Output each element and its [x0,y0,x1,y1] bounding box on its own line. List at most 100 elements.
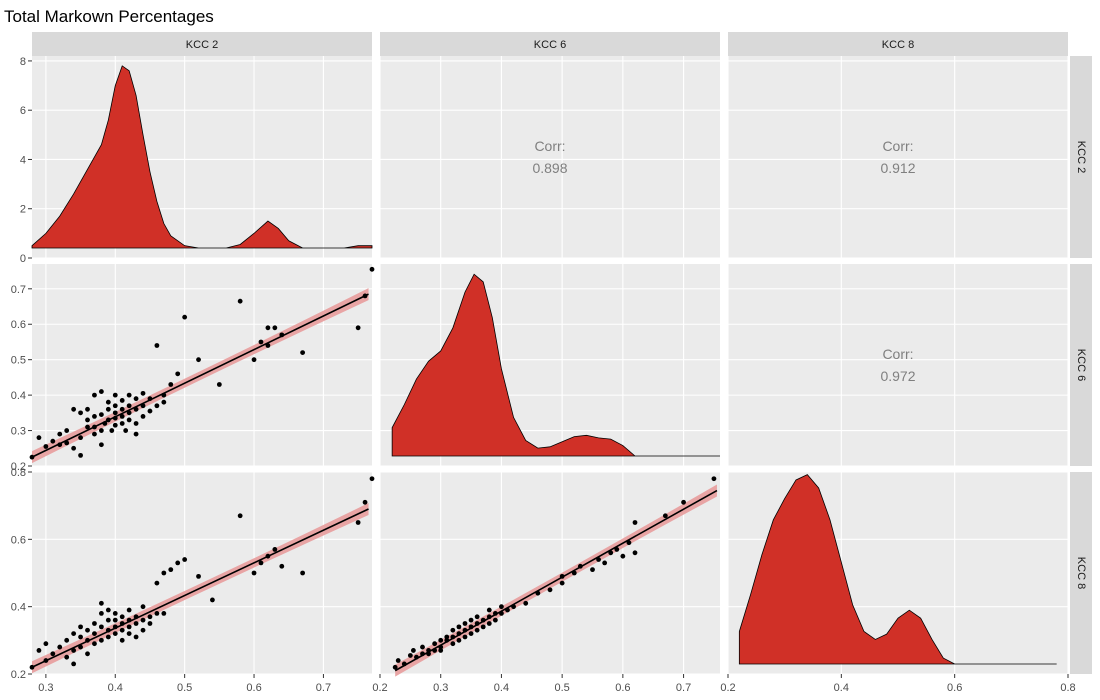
chart-title: Total Markown Percentages [4,7,214,26]
corr-label: Corr: [882,346,913,362]
strip-top-label: KCC 8 [882,39,914,51]
strip-right-2 [1070,472,1092,674]
scatter-point [258,560,264,566]
scatter-point [126,631,132,636]
strip-right-0 [1070,56,1092,258]
scatter-point [92,641,97,647]
scatter-point [57,644,63,650]
scatter-point [78,435,83,441]
scatter-point [182,314,188,320]
density-area [391,273,720,457]
scatter-point [126,410,132,416]
y-tick-label: 0.5 [11,355,26,367]
x-tick-label: 0.4 [834,682,849,694]
scatter-point [126,607,132,613]
scatter-point [468,631,474,636]
scatter-point [468,617,474,623]
x-tick-label: 0.6 [246,682,261,694]
scatter-point [71,445,77,451]
panel-r0-c1: Corr: 0.898 [379,56,720,259]
scatter-point [258,339,264,345]
scatter-point [147,621,153,626]
scatter-point [98,611,104,616]
scatter-point [112,422,118,428]
scatter-point [71,661,77,667]
scatter-point [216,382,222,387]
x-tick-label: 0.3 [433,682,448,694]
y-tick-label: 2 [20,204,26,216]
scatter-point [105,406,111,412]
scatter-point [123,428,129,433]
x-tick-label: 0.4 [108,682,123,694]
scatter-point [85,406,90,412]
scatter-point [362,499,368,505]
scatter-point [126,417,132,423]
x-tick-label: 0.3 [38,682,53,694]
y-tick-label: 6 [20,105,26,117]
scatter-point [547,587,553,593]
scatter-point [474,627,480,633]
scatter-point [119,406,125,412]
strip-top-0 [32,32,372,56]
scatter-point [154,403,160,409]
strip-top-1 [380,32,720,56]
scatter-point [112,617,118,623]
scatter-point [140,627,146,633]
scatter-point [133,431,139,437]
scatter-point [140,390,146,396]
scatter-point [608,550,614,556]
scatter-point [410,648,416,653]
scatter-point [98,637,104,643]
panel-background [380,472,720,674]
panel-background [380,56,720,258]
smooth-line [31,508,369,668]
scatter-point [175,371,181,377]
scatter-point [64,654,70,660]
scatter-point [272,547,278,552]
panel-background [728,264,1068,466]
panel-r0-c0 [31,56,373,259]
scatter-point [105,634,111,640]
x-tick-label: 0.5 [554,682,569,694]
scatter-point [119,413,125,419]
scatter-point [662,513,668,519]
scatter-point [78,410,83,416]
scatter-point [98,389,104,394]
scatter-point [456,637,462,643]
scatter-point [109,428,115,433]
density-area [31,65,373,249]
strip-top-2 [728,32,1068,56]
scatter-point [590,567,595,573]
scatter-point [119,398,125,403]
scatter-point [126,392,132,398]
scatter-point [168,567,174,573]
x-tick-label: 0.4 [494,682,509,694]
strip-right-label: KCC 8 [1075,557,1087,589]
scatter-point [119,614,125,620]
scatter-point [133,421,139,426]
scatter-point [154,343,160,348]
x-tick-label: 0.2 [720,682,735,694]
scatter-point [105,617,111,623]
scatter-point [438,637,444,643]
scatter-point [98,442,104,448]
strip-right-label: KCC 2 [1075,141,1087,173]
scatter-point [168,382,174,387]
scatter-point [98,624,104,630]
y-tick-label: 0.3 [11,426,26,438]
scatter-point [71,648,77,653]
scatter-point [71,631,77,636]
scatter-point [369,266,375,272]
scatter-point [462,634,468,640]
scatter-point [147,614,153,620]
scatter-point [486,621,492,626]
scatter-point [432,641,438,647]
strip-top-label: KCC 6 [534,39,566,51]
scatter-point [50,651,56,657]
panel-r1-c2: Corr: 0.972 [727,264,1069,467]
scatter-point [140,617,146,623]
scatter-point [112,392,118,398]
scatter-point [43,641,49,647]
scatter-point [154,580,160,586]
x-tick-label: 0.2 [372,682,387,694]
